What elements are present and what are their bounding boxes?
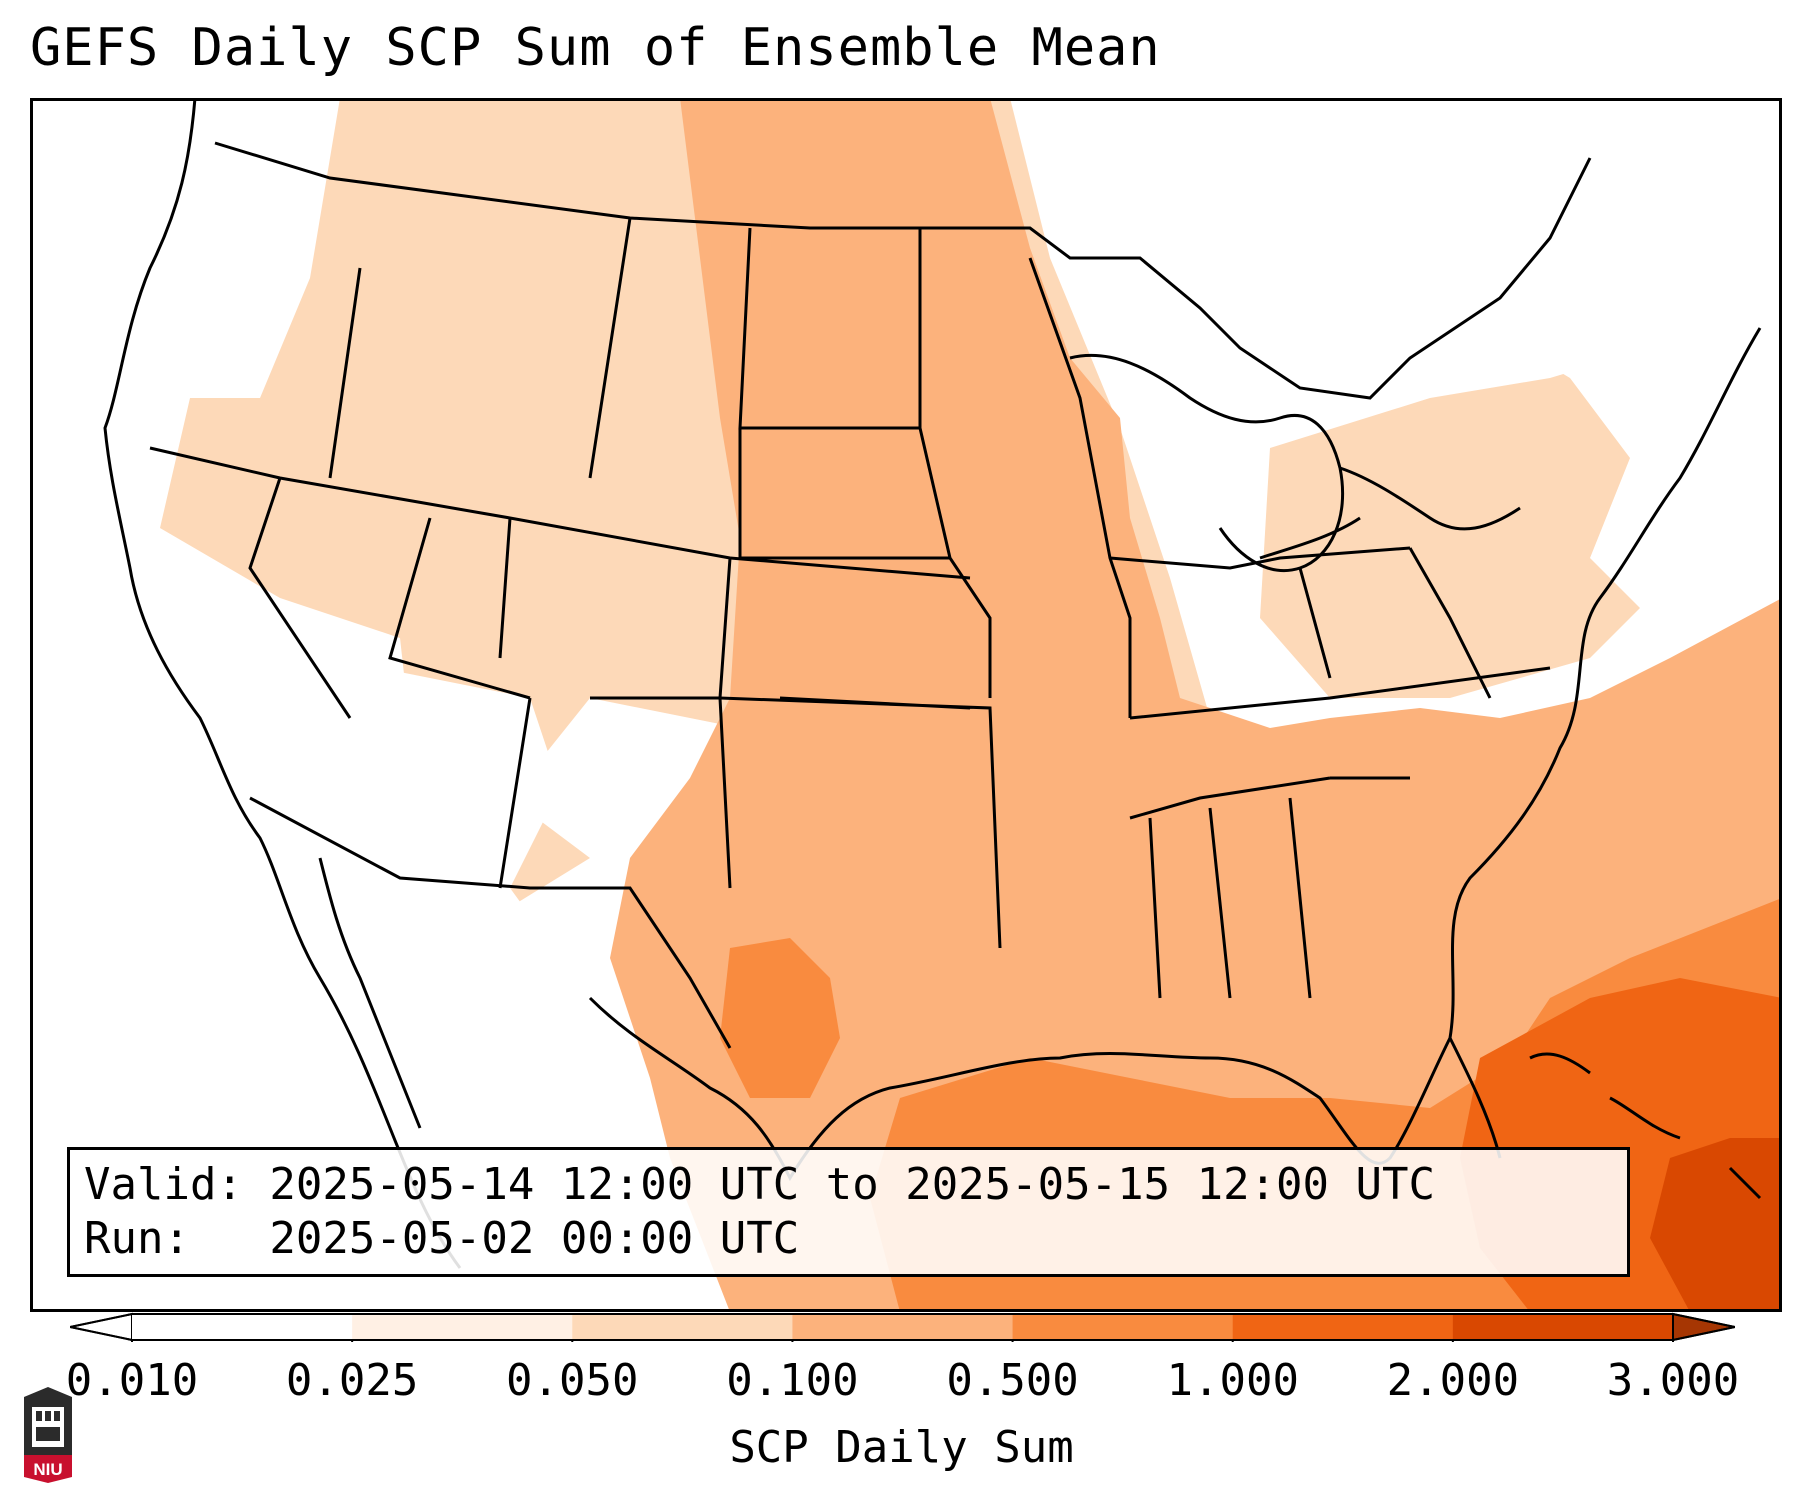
field-moderate-plains <box>610 98 1782 1312</box>
niu-logo-text: NIU <box>33 1460 62 1479</box>
niu-logo-svg: NIU <box>24 1387 72 1483</box>
baja-peninsula-line <box>318 857 422 1129</box>
field-lowwhite-southwest <box>30 498 620 1312</box>
colorbar-segment <box>352 1314 573 1340</box>
colorbar-segment <box>132 1314 353 1340</box>
florida-line <box>1448 1037 1502 1159</box>
field-extreme-caribbean <box>1650 1138 1782 1312</box>
colorbar-tick-label: 1.000 <box>1166 1355 1299 1406</box>
colorbar-tick-label: 3.000 <box>1606 1355 1740 1406</box>
us-canada-border-line <box>214 141 1592 400</box>
colorbar-label: SCP Daily Sum <box>729 1422 1074 1473</box>
colorbar-extend-high <box>1672 1312 1736 1342</box>
colorbar-segment <box>1452 1314 1674 1340</box>
colorbar-tick-label: 0.010 <box>65 1355 199 1406</box>
colorbar-tick-label: 0.025 <box>285 1355 419 1406</box>
map-panel <box>30 98 1782 1312</box>
map-frame <box>30 98 1782 1312</box>
field-lowwhite-west <box>140 98 340 398</box>
colorbar-segment <box>1232 1314 1454 1340</box>
caribbean-islands-line <box>1529 1052 1762 1200</box>
colorbar-segment <box>572 1314 793 1340</box>
niu-logo-icon: NIU <box>20 1385 76 1483</box>
state-lines-east <box>1028 257 1551 999</box>
colorbar-tick-label: 0.050 <box>506 1355 639 1406</box>
map-svg <box>30 98 1782 1312</box>
great-lakes-line <box>1069 353 1521 573</box>
field-lowwhite-northeast <box>1360 98 1782 618</box>
run-time-line: Run: 2025-05-02 00:00 UTC <box>84 1213 800 1264</box>
valid-time-line: Valid: 2025-05-14 12:00 UTC to 2025-05-1… <box>84 1159 1436 1210</box>
colorbar-tick-label: 0.500 <box>946 1355 1079 1406</box>
colorbar-tick-label: 0.100 <box>726 1355 859 1406</box>
colorbar-segment <box>792 1314 1014 1340</box>
field-high-texas <box>720 938 840 1098</box>
colorbar-svg <box>69 1312 1736 1342</box>
west-coast-line <box>103 98 462 1269</box>
chart-title: GEFS Daily SCP Sum of Ensemble Mean <box>30 18 1161 78</box>
colorbar-tick-label: 2.000 <box>1386 1355 1520 1406</box>
colorbar <box>69 1312 1736 1342</box>
mexico-border-line <box>249 796 732 1049</box>
colorbar-segment <box>1012 1314 1234 1340</box>
state-lines-plains <box>719 227 1002 949</box>
colorbar-extend-low <box>69 1312 133 1342</box>
valid-run-info-box: Valid: 2025-05-14 12:00 UTC to 2025-05-1… <box>67 1147 1630 1277</box>
